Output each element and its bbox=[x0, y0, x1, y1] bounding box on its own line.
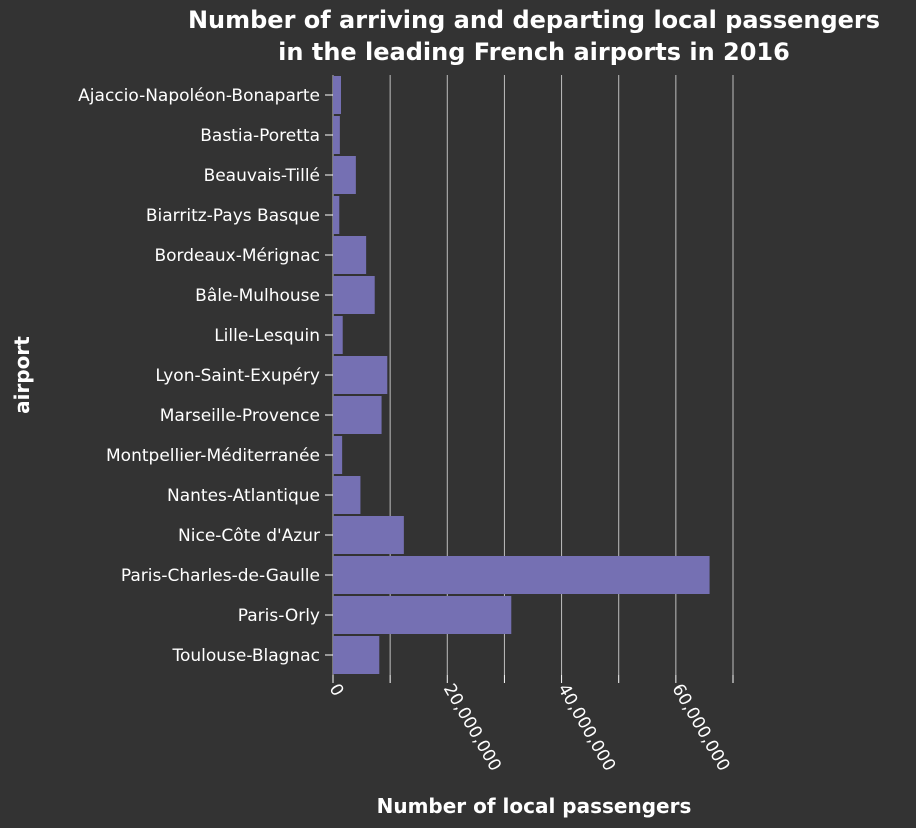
bar-biarritz-pays-basque bbox=[333, 196, 340, 234]
y-tick-label: Biarritz-Pays Basque bbox=[146, 206, 320, 226]
x-axis: 0 20,000,000 40,000,000 60,000,000 bbox=[325, 675, 734, 775]
gridlines bbox=[332, 75, 734, 675]
x-axis-title: Number of local passengers bbox=[377, 794, 692, 818]
bar-lille-lesquin bbox=[333, 316, 343, 354]
y-axis-title: airport bbox=[10, 336, 34, 414]
y-tick-label: Marseille-Provence bbox=[160, 406, 320, 426]
y-tick-label: Toulouse-Blagnac bbox=[171, 646, 320, 666]
y-tick-label: Bâle-Mulhouse bbox=[195, 286, 320, 306]
y-tick-label: Bordeaux-Mérignac bbox=[154, 246, 320, 266]
y-tick-label: Paris-Orly bbox=[238, 606, 320, 626]
bar-lyon-saint-exup-ry bbox=[333, 356, 388, 394]
bar-b-le-mulhouse bbox=[333, 276, 375, 314]
bar-toulouse-blagnac bbox=[333, 636, 380, 674]
y-tick-label: Lyon-Saint-Exupéry bbox=[155, 366, 320, 386]
y-tick-label: Lille-Lesquin bbox=[214, 326, 320, 346]
bar-marseille-provence bbox=[333, 396, 382, 434]
bar-bastia-poretta bbox=[333, 116, 340, 154]
bar-nantes-atlantique bbox=[333, 476, 361, 514]
y-tick-label: Paris-Charles-de-Gaulle bbox=[121, 566, 320, 586]
bar-bordeaux-m-rignac bbox=[333, 236, 367, 274]
x-tick-label: 40,000,000 bbox=[553, 681, 619, 775]
y-tick-label: Nice-Côte d'Azur bbox=[178, 526, 320, 546]
y-tick-label: Ajaccio-Napoléon-Bonaparte bbox=[78, 86, 320, 106]
y-tick-label: Nantes-Atlantique bbox=[167, 486, 320, 506]
chart-title-line-1: Number of arriving and departing local p… bbox=[188, 6, 880, 34]
bar-beauvais-till- bbox=[333, 156, 356, 194]
y-tick-label: Montpellier-Méditerranée bbox=[106, 446, 320, 466]
bar-paris-charles-de-gaulle bbox=[333, 556, 710, 594]
bar-montpellier-m-diterran-e bbox=[333, 436, 343, 474]
x-tick-label: 0 bbox=[325, 681, 348, 700]
bar-paris-orly bbox=[333, 596, 512, 634]
x-tick-label: 60,000,000 bbox=[668, 681, 734, 775]
bars bbox=[333, 76, 710, 674]
chart-title-line-2: in the leading French airports in 2016 bbox=[278, 38, 790, 66]
bar-ajaccio-napol-on-bonaparte bbox=[333, 76, 341, 114]
y-tick-label: Beauvais-Tillé bbox=[204, 166, 320, 186]
bar-nice-c-te-d-azur bbox=[333, 516, 404, 554]
y-tick-label: Bastia-Poretta bbox=[200, 126, 320, 146]
y-axis: Ajaccio-Napoléon-Bonaparte Bastia-Poretta… bbox=[78, 86, 333, 666]
x-tick-label: 20,000,000 bbox=[439, 681, 505, 775]
